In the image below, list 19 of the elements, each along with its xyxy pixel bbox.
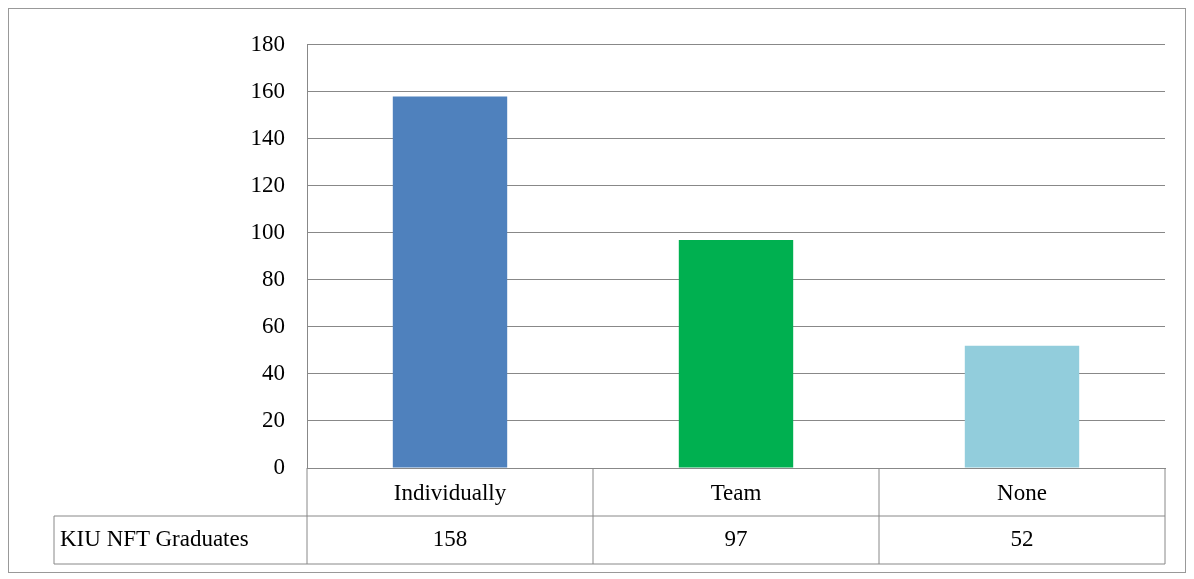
data-label: 97 (724, 526, 748, 552)
y-tick-label: 40 (262, 360, 285, 385)
bar (392, 96, 508, 468)
bar (964, 345, 1080, 468)
bar (678, 239, 794, 468)
y-tick-label: 60 (262, 312, 285, 338)
data-label: 52 (1010, 526, 1034, 552)
y-tick-label: 120 (250, 171, 285, 197)
y-tick-label: 80 (262, 265, 285, 291)
x-tick-label: Team (710, 479, 762, 505)
y-tick-label: 160 (250, 77, 285, 103)
y-tick-label: 100 (250, 218, 285, 244)
y-tick-label: 0 (273, 454, 285, 480)
y-tick-label: 140 (250, 124, 285, 150)
data-label: 158 (432, 526, 468, 552)
x-tick-label: None (997, 479, 1047, 505)
y-tick-label: 20 (262, 407, 285, 433)
x-tick-label: Individually (393, 479, 507, 505)
y-tick-label: 180 (250, 30, 285, 56)
